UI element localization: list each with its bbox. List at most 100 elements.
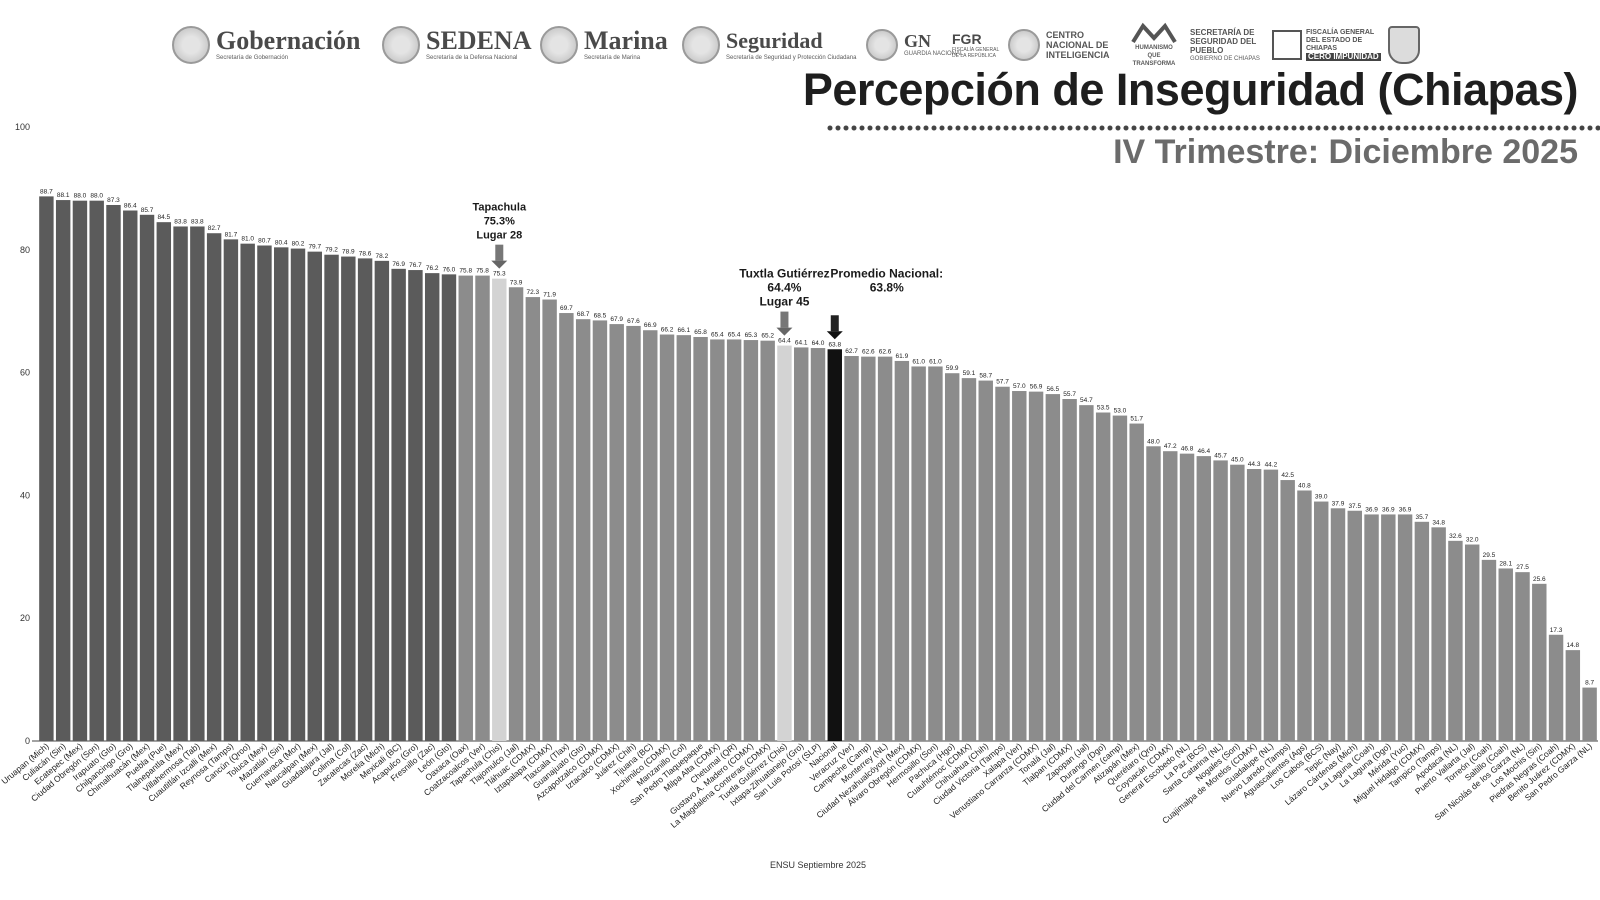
- logo-name: FISCALÍA GENERAL DEL ESTADO DE CHIAPAS: [1306, 29, 1375, 52]
- bar: [424, 273, 440, 741]
- data-label: 53.0: [1114, 408, 1127, 415]
- bar: [995, 386, 1010, 741]
- bar: [760, 340, 775, 741]
- bar: [1079, 405, 1094, 741]
- logo-sub: GOBIERNO DE CHIAPAS: [1190, 55, 1260, 62]
- chiapas-shield-icon: [1388, 26, 1420, 64]
- bar: [1381, 514, 1396, 741]
- y-tick-label: 60: [20, 368, 30, 378]
- header-logos: Gobernación Secretaría de Gobernación SE…: [0, 0, 1600, 80]
- bar: [475, 275, 490, 741]
- data-label: 57.7: [996, 379, 1009, 386]
- data-label: 59.1: [963, 370, 976, 377]
- bar: [408, 270, 423, 741]
- bar: [324, 254, 339, 741]
- bar: [1146, 446, 1161, 741]
- bar: [206, 233, 222, 742]
- bar: [508, 287, 524, 741]
- logo-sub: GUARDIA NACIONAL: [904, 51, 964, 57]
- logo-fgr: FGR FISCALÍA GENERAL DE LA REPÚBLICA: [952, 22, 1002, 68]
- bar: [894, 360, 910, 741]
- data-label: 36.9: [1382, 506, 1395, 513]
- data-label: 29.5: [1483, 552, 1496, 559]
- bar: [575, 319, 591, 741]
- annotation-arrow-shaft: [830, 315, 839, 332]
- bar: [72, 200, 88, 741]
- data-label: 73.9: [510, 279, 523, 286]
- data-label: 61.0: [912, 358, 925, 365]
- data-label: 76.2: [426, 265, 439, 272]
- data-label: 62.7: [845, 348, 858, 355]
- annotation-arrow-icon: [776, 327, 793, 336]
- data-label: 54.7: [1080, 397, 1093, 404]
- bar: [1196, 456, 1212, 741]
- data-label: 76.0: [443, 266, 456, 273]
- bar: [1012, 391, 1027, 741]
- data-label: 80.2: [292, 241, 305, 248]
- data-label: 46.8: [1181, 446, 1194, 453]
- annotation-text: 64.4%: [767, 281, 801, 295]
- bar: [1230, 464, 1245, 741]
- bar: [961, 378, 977, 741]
- bar: [861, 356, 876, 741]
- bar: [1246, 468, 1262, 741]
- data-label: 66.1: [677, 327, 690, 334]
- bar: [877, 356, 893, 741]
- data-label: 67.6: [627, 318, 640, 325]
- data-label: 75.8: [459, 268, 472, 275]
- bar: [1062, 399, 1077, 741]
- data-label: 57.0: [1013, 383, 1026, 390]
- bar: [290, 248, 306, 741]
- logo-name: HUMANISMO QUE TRANSFORMA: [1132, 45, 1176, 67]
- data-label: 83.8: [191, 218, 204, 225]
- data-label: 86.4: [124, 203, 137, 210]
- bar: [1565, 650, 1581, 741]
- data-label: 32.0: [1466, 537, 1479, 544]
- bar: [1498, 568, 1513, 741]
- data-label: 66.9: [644, 322, 657, 329]
- data-label: 37.5: [1348, 503, 1361, 510]
- bar: [1448, 540, 1463, 741]
- logo-fiscalia-chiapas: FISCALÍA GENERAL DEL ESTADO DE CHIAPAS C…: [1272, 22, 1381, 68]
- data-label: 53.5: [1097, 405, 1110, 412]
- data-label: 36.9: [1399, 506, 1412, 513]
- bar: [223, 239, 239, 741]
- bar: [710, 339, 725, 741]
- data-label: 64.4: [778, 338, 791, 345]
- annotation-text: Tuxtla Gutiérrez: [739, 267, 829, 281]
- logo-humanismo: HUMANISMO QUE TRANSFORMA: [1128, 22, 1180, 68]
- data-label: 65.4: [728, 331, 741, 338]
- bar: [1364, 514, 1379, 741]
- bar: [794, 347, 809, 741]
- logo-marina: Marina Secretaría de Marina: [540, 22, 668, 68]
- annotation-text: Tapachula: [472, 202, 526, 214]
- data-label: 82.7: [208, 225, 221, 232]
- data-label: 76.9: [392, 261, 405, 268]
- y-tick-label: 80: [20, 245, 30, 255]
- bar: [1263, 469, 1279, 741]
- bar: [1179, 453, 1195, 741]
- bar: [106, 204, 121, 741]
- data-label: 83.8: [174, 218, 187, 225]
- logo-name: SEDENA: [426, 26, 532, 55]
- bar: [374, 260, 390, 741]
- bar: [643, 330, 658, 741]
- humanismo-emblem-icon: [1131, 22, 1177, 44]
- logo-sub: Secretaría de Gobernación: [216, 55, 289, 61]
- data-label: 62.6: [862, 349, 875, 356]
- data-label: 88.0: [90, 193, 103, 200]
- data-label: 44.2: [1265, 462, 1278, 469]
- bar: [1163, 451, 1178, 741]
- bar: [626, 325, 641, 741]
- bar: [123, 210, 138, 741]
- data-label: 36.9: [1365, 506, 1378, 513]
- logo-seguridad: Seguridad Secretaría de Seguridad y Prot…: [682, 22, 856, 68]
- data-label: 88.1: [57, 192, 70, 199]
- bar: [944, 373, 960, 741]
- data-label: 87.3: [107, 197, 120, 204]
- data-label: 25.6: [1533, 576, 1546, 583]
- bar: [810, 348, 826, 741]
- annotation-text: Lugar 45: [759, 295, 809, 309]
- bar: [1548, 634, 1564, 741]
- bar: [827, 349, 842, 741]
